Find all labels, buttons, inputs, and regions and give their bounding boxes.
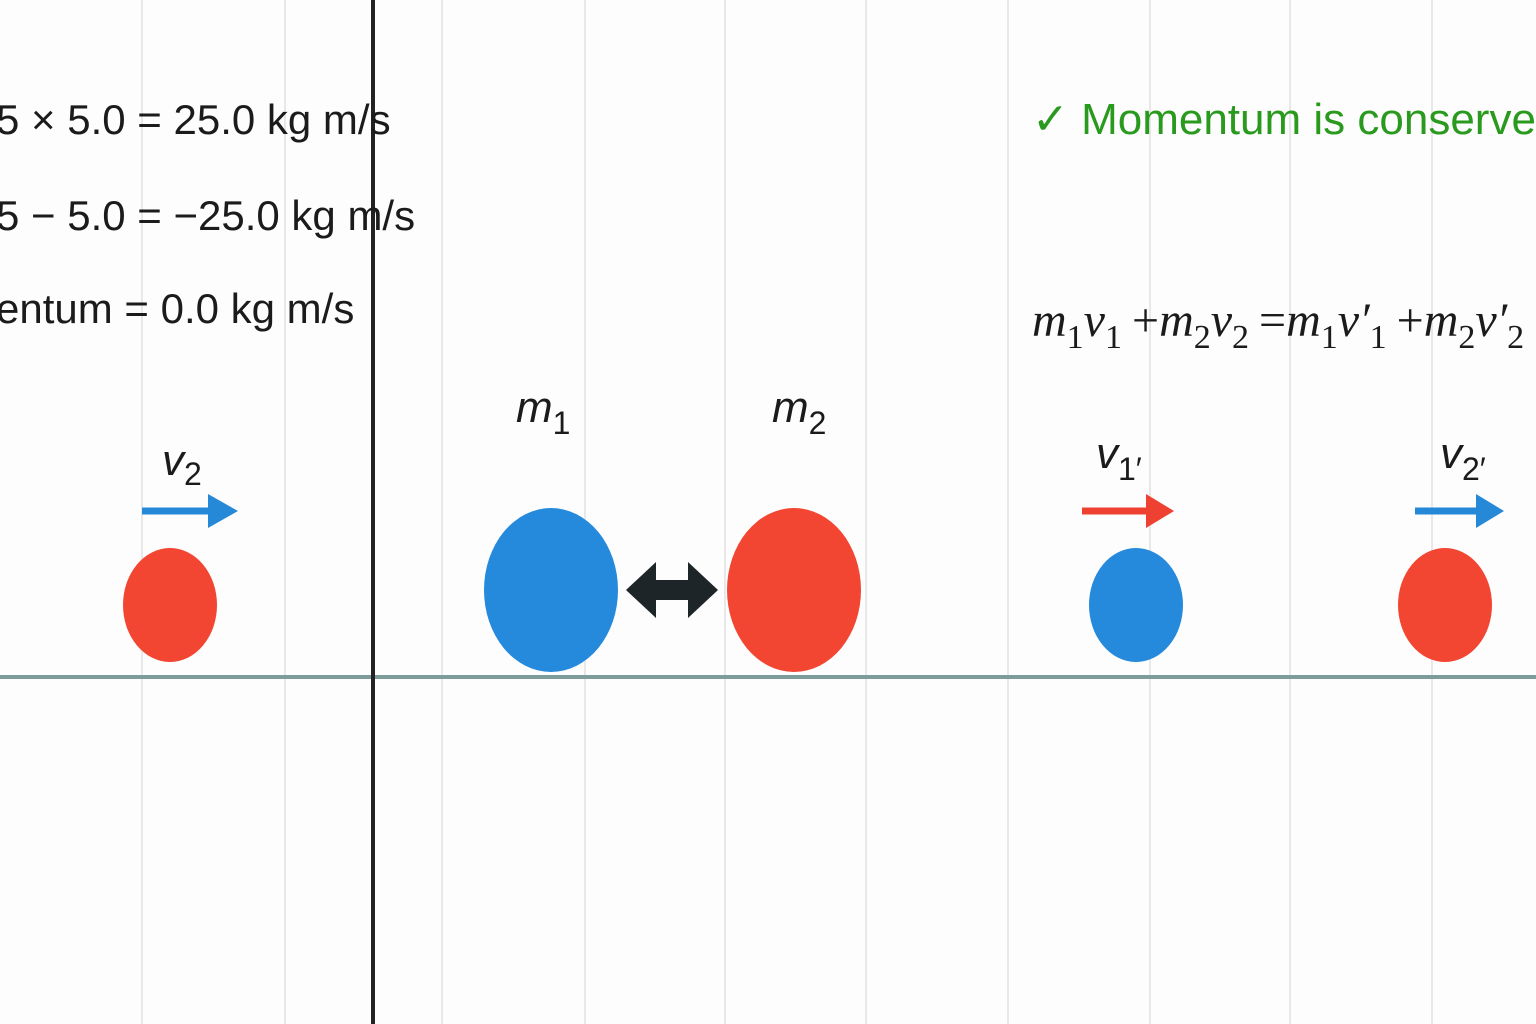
equation-sub: 2 [1232,319,1249,356]
velocity-label: v2′ [1440,429,1486,487]
label-sub: 2 [809,405,827,441]
mass-label: m2 [772,383,826,441]
equation-base: m [1424,294,1459,347]
velocity-label: v2 [162,436,202,492]
equation-operator: = [1259,294,1286,347]
equation-sub: 1 [1370,319,1387,356]
label-sub: 1′ [1118,451,1142,487]
label-base: v [1440,429,1465,478]
arrows [142,494,1504,618]
ball [484,508,618,672]
equation-operator: + [1132,294,1159,347]
label-sub: 2′ [1462,451,1486,487]
equation-base: m [1286,294,1321,347]
equation-operator: + [1397,294,1424,347]
equation-sub: 2 [1458,319,1475,356]
equation-sub: 1 [1321,319,1338,356]
equation-base: m [1032,294,1067,347]
label-base: m [516,383,553,432]
ball [1089,548,1183,662]
equation-base: v [1084,294,1106,347]
equation-sub: 2 [1507,319,1524,356]
mass-label: m1 [516,383,570,441]
label-sub: 2 [184,456,202,492]
equation-base: m [1159,294,1194,347]
ball [727,508,861,672]
status: ✓ Momentum is conserved [1032,95,1536,144]
label-sub: 1 [553,405,571,441]
ball [1398,548,1492,662]
equation: m1v1 +m2v2 =m1v′1 +m2v′2 [1032,294,1524,356]
label-base: m [772,383,809,432]
equation-base: v′ [1338,294,1371,347]
readout: entum = 0.0 kg m/s [0,285,354,332]
ball [123,548,217,662]
velocity-label: v1′ [1096,429,1142,487]
equation-sub: 2 [1194,319,1211,356]
equation-sub: 1 [1067,319,1084,356]
readout: 5 − 5.0 = −25.0 kg m/s [0,192,415,239]
equation-base: v [1211,294,1233,347]
label-base: v [162,436,187,485]
readout: 5 × 5.0 = 25.0 kg m/s [0,96,391,143]
label-base: v [1096,429,1121,478]
balls [123,508,1492,672]
equation-base: v′ [1475,294,1508,347]
equation-sub: 1 [1105,319,1122,356]
